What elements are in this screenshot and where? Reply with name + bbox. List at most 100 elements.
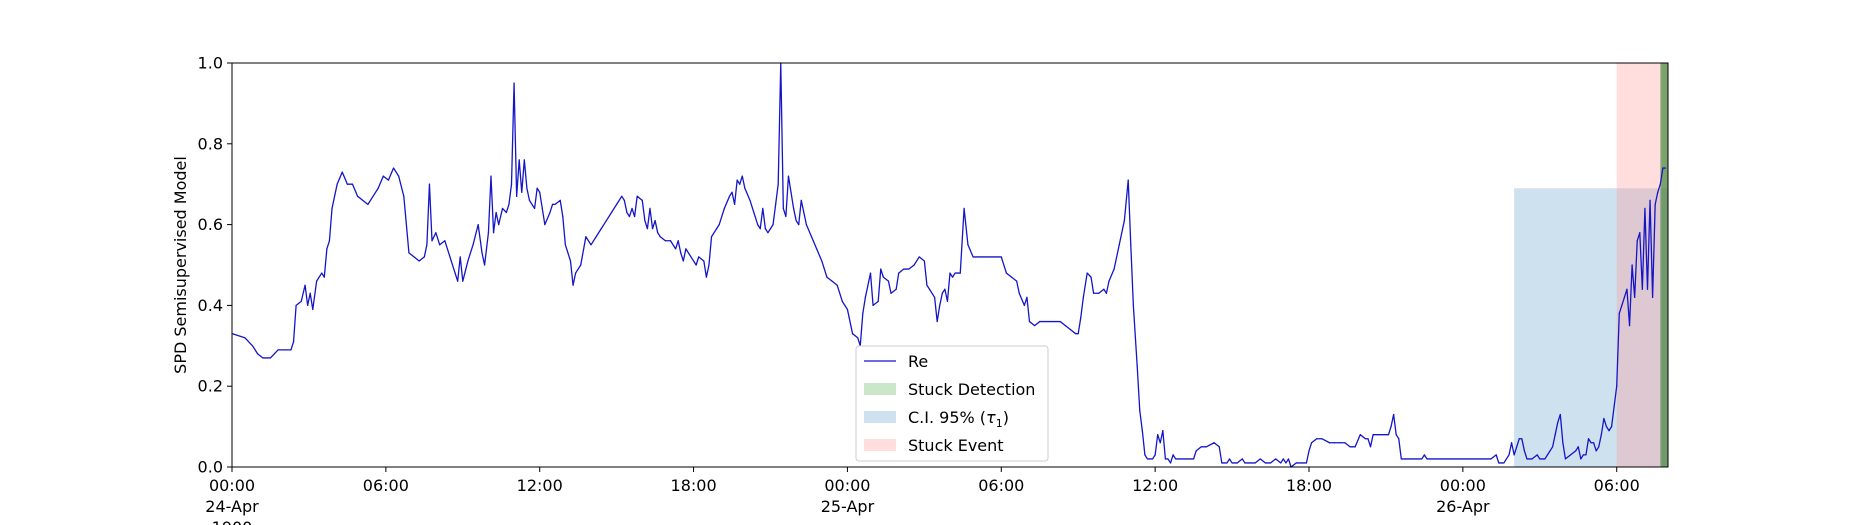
data-point (521, 191, 523, 193)
data-point (1664, 167, 1667, 169)
data-point (1285, 462, 1287, 464)
data-point (1226, 462, 1228, 464)
data-point (939, 304, 941, 306)
data-point (1557, 421, 1559, 424)
data-point (821, 260, 823, 262)
data-point (864, 296, 866, 298)
data-point (762, 207, 764, 210)
data-point (626, 211, 628, 214)
x-tick-label: 00:00 (1440, 476, 1486, 495)
data-point (903, 268, 905, 270)
data-point (862, 312, 864, 315)
data-point (872, 304, 874, 306)
data-point (754, 215, 756, 218)
data-point (1305, 462, 1308, 464)
data-point (1093, 292, 1095, 294)
data-point (1026, 296, 1028, 298)
data-point (387, 179, 390, 181)
data-point (803, 211, 805, 214)
data-point (936, 320, 938, 323)
data-point (1587, 438, 1590, 440)
data-point (403, 195, 405, 197)
data-point (1516, 446, 1518, 448)
data-point (1439, 458, 1441, 460)
data-point (1264, 462, 1267, 464)
data-point (1075, 333, 1077, 335)
data-point (628, 215, 631, 218)
data-point (321, 272, 323, 274)
y-tick-label: 1.0 (198, 54, 223, 73)
data-point (741, 175, 743, 177)
x-tick-label: 12:00 (517, 476, 563, 495)
y-tick-label: 0.8 (198, 134, 223, 153)
data-point (367, 203, 369, 205)
data-point (1349, 446, 1351, 448)
data-point (1328, 442, 1331, 444)
data-point (1241, 458, 1243, 460)
data-point (736, 179, 738, 181)
data-point (1564, 458, 1567, 460)
data-point (1213, 442, 1215, 444)
data-point (787, 175, 790, 177)
data-point (1023, 304, 1025, 306)
data-point (590, 244, 592, 246)
data-point (262, 357, 264, 359)
data-point (1416, 458, 1418, 460)
data-point (528, 199, 531, 201)
data-point (300, 300, 302, 302)
data-point (1308, 450, 1310, 452)
data-point (1236, 462, 1238, 464)
data-point (307, 304, 309, 306)
data-point (1593, 442, 1595, 444)
span-stuck-event (1616, 63, 1668, 467)
data-point (490, 175, 492, 177)
data-point (1086, 272, 1088, 274)
data-point (1359, 434, 1361, 436)
data-point (309, 292, 311, 294)
data-point (1162, 430, 1164, 432)
data-point (516, 195, 518, 197)
data-point (1608, 430, 1610, 432)
data-point (698, 256, 700, 258)
data-point (1646, 288, 1649, 290)
data-point (304, 284, 306, 286)
data-point (346, 183, 348, 185)
data-point (1521, 438, 1523, 440)
data-point (1064, 325, 1066, 327)
data-point (744, 187, 746, 189)
data-point (1275, 458, 1277, 460)
data-point (526, 187, 528, 189)
data-point (398, 175, 400, 177)
data-point (562, 215, 564, 218)
data-point (498, 224, 500, 226)
x-tick-label: 1900 (212, 518, 253, 525)
data-point (510, 183, 513, 185)
x-tick-label: 00:00 (824, 476, 870, 495)
data-point (1187, 458, 1190, 460)
data-point (1518, 438, 1520, 440)
data-point (987, 256, 990, 258)
data-point (1321, 438, 1323, 440)
data-point (1113, 268, 1115, 270)
data-point (831, 280, 833, 282)
data-point (351, 183, 354, 185)
data-point (585, 236, 587, 238)
data-point (1634, 296, 1636, 298)
data-point (728, 195, 731, 197)
data-point (1059, 320, 1061, 323)
data-point (759, 228, 761, 230)
data-point (1018, 292, 1020, 294)
data-point (1426, 458, 1428, 460)
data-point (244, 337, 246, 339)
data-point (285, 349, 287, 351)
data-point (1118, 244, 1120, 246)
x-tick-label: 18:00 (671, 476, 717, 495)
data-point (1498, 462, 1500, 464)
data-point (505, 211, 507, 214)
x-tick-label: 26-Apr (1436, 497, 1490, 516)
data-point (887, 280, 890, 282)
data-point (1105, 292, 1108, 294)
data-point (1536, 454, 1538, 456)
data-point (716, 228, 718, 230)
data-point (954, 272, 956, 274)
